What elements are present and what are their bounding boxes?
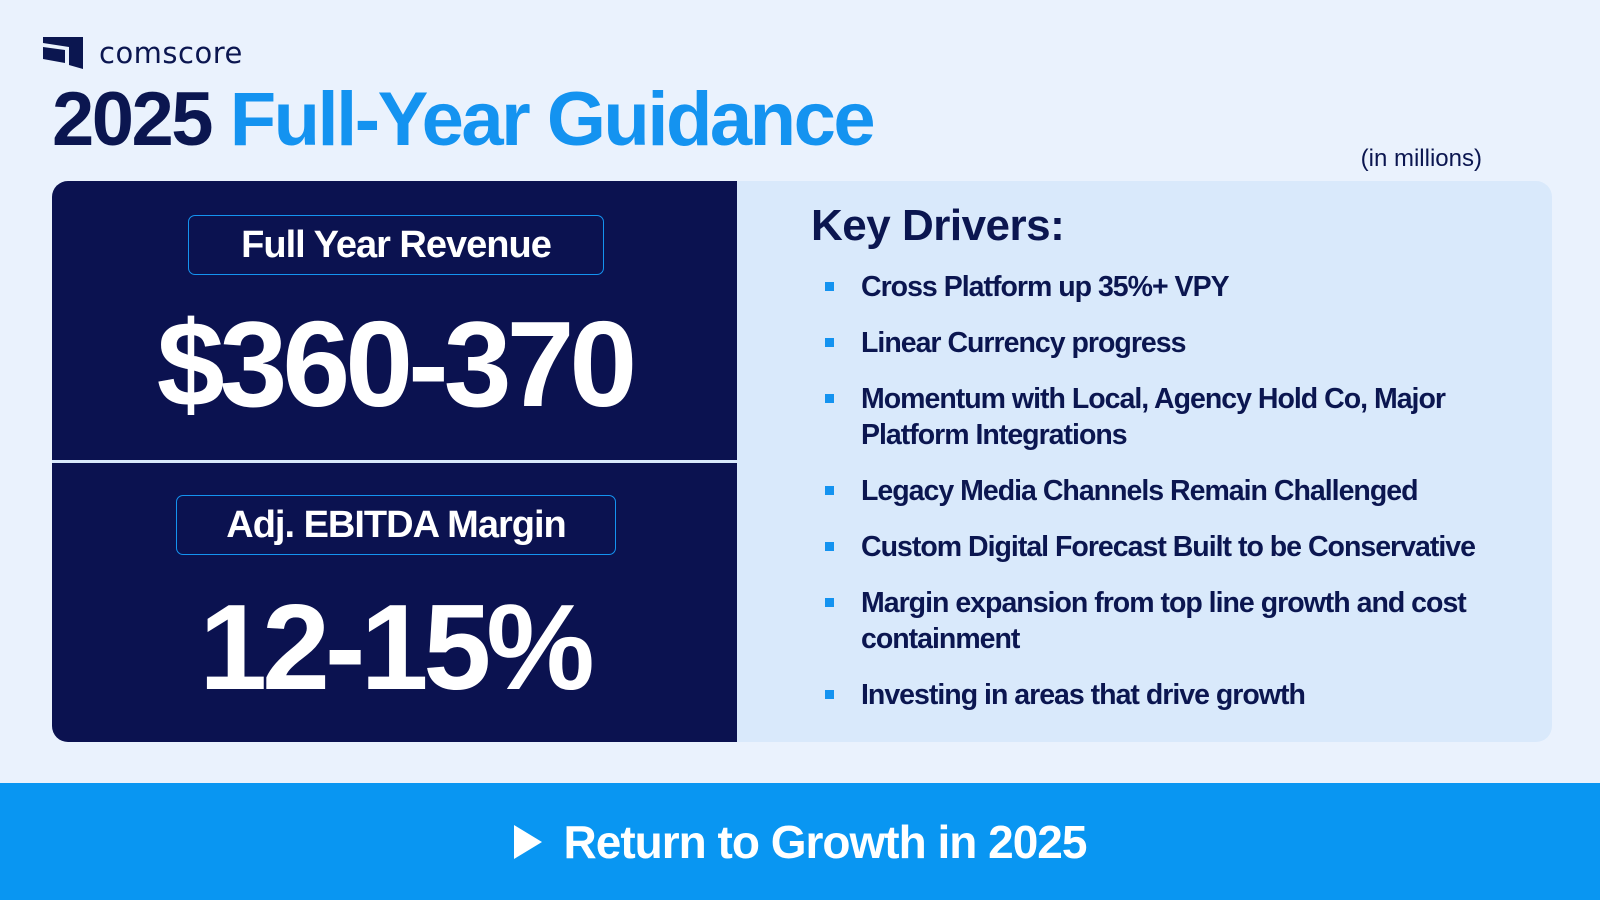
title-year: 2025 [52, 77, 214, 162]
driver-item: Custom Digital Forecast Built to be Cons… [825, 529, 1505, 565]
panel-divider [52, 460, 737, 463]
bullet-icon [825, 282, 834, 291]
ebitda-label: Adj. EBITDA Margin [176, 495, 616, 555]
bullet-icon [825, 690, 834, 699]
brand-name: comscore [99, 36, 243, 70]
driver-text: Legacy Media Channels Remain Challenged [861, 475, 1418, 507]
key-drivers-panel: Key Drivers: Cross Platform up 35%+ VPY … [737, 181, 1552, 742]
revenue-value: $360-370 [156, 296, 638, 432]
driver-text: Cross Platform up 35%+ VPY [861, 271, 1230, 303]
guidance-panel: Full Year Revenue $360-370 Adj. EBITDA M… [52, 181, 737, 742]
bullet-icon [825, 486, 834, 495]
bullet-icon [825, 542, 834, 551]
driver-item: Investing in areas that drive growth [825, 677, 1505, 713]
bullet-icon [825, 598, 834, 607]
brand-logo: comscore [43, 36, 243, 70]
driver-text: Margin expansion from top line growth an… [861, 587, 1467, 655]
driver-item: Linear Currency progress [825, 325, 1505, 361]
comscore-logo-icon [43, 37, 83, 69]
driver-text: Linear Currency progress [861, 327, 1186, 359]
footer-text: Return to Growth in 2025 [563, 815, 1088, 868]
driver-item: Margin expansion from top line growth an… [825, 585, 1505, 657]
key-drivers-title: Key Drivers: [811, 201, 1065, 250]
guidance-card: Full Year Revenue $360-370 Adj. EBITDA M… [52, 181, 1552, 742]
driver-item: Momentum with Local, Agency Hold Co, Maj… [825, 381, 1505, 453]
bullet-icon [825, 338, 834, 347]
key-drivers-list: Cross Platform up 35%+ VPY Linear Curren… [825, 269, 1505, 733]
page-title: 2025 Full-Year Guidance [52, 82, 876, 158]
revenue-label: Full Year Revenue [188, 215, 604, 275]
play-icon [513, 824, 542, 859]
driver-text: Investing in areas that drive growth [861, 679, 1306, 711]
footer-banner: Return to Growth in 2025 [0, 783, 1600, 900]
driver-text: Momentum with Local, Agency Hold Co, Maj… [861, 383, 1446, 451]
driver-item: Legacy Media Channels Remain Challenged [825, 473, 1505, 509]
driver-text: Custom Digital Forecast Built to be Cons… [861, 531, 1476, 563]
ebitda-value: 12-15% [199, 579, 595, 715]
title-rest: Full-Year Guidance [229, 77, 876, 162]
driver-item: Cross Platform up 35%+ VPY [825, 269, 1505, 305]
bullet-icon [825, 394, 834, 403]
units-note: (in millions) [1360, 145, 1482, 172]
